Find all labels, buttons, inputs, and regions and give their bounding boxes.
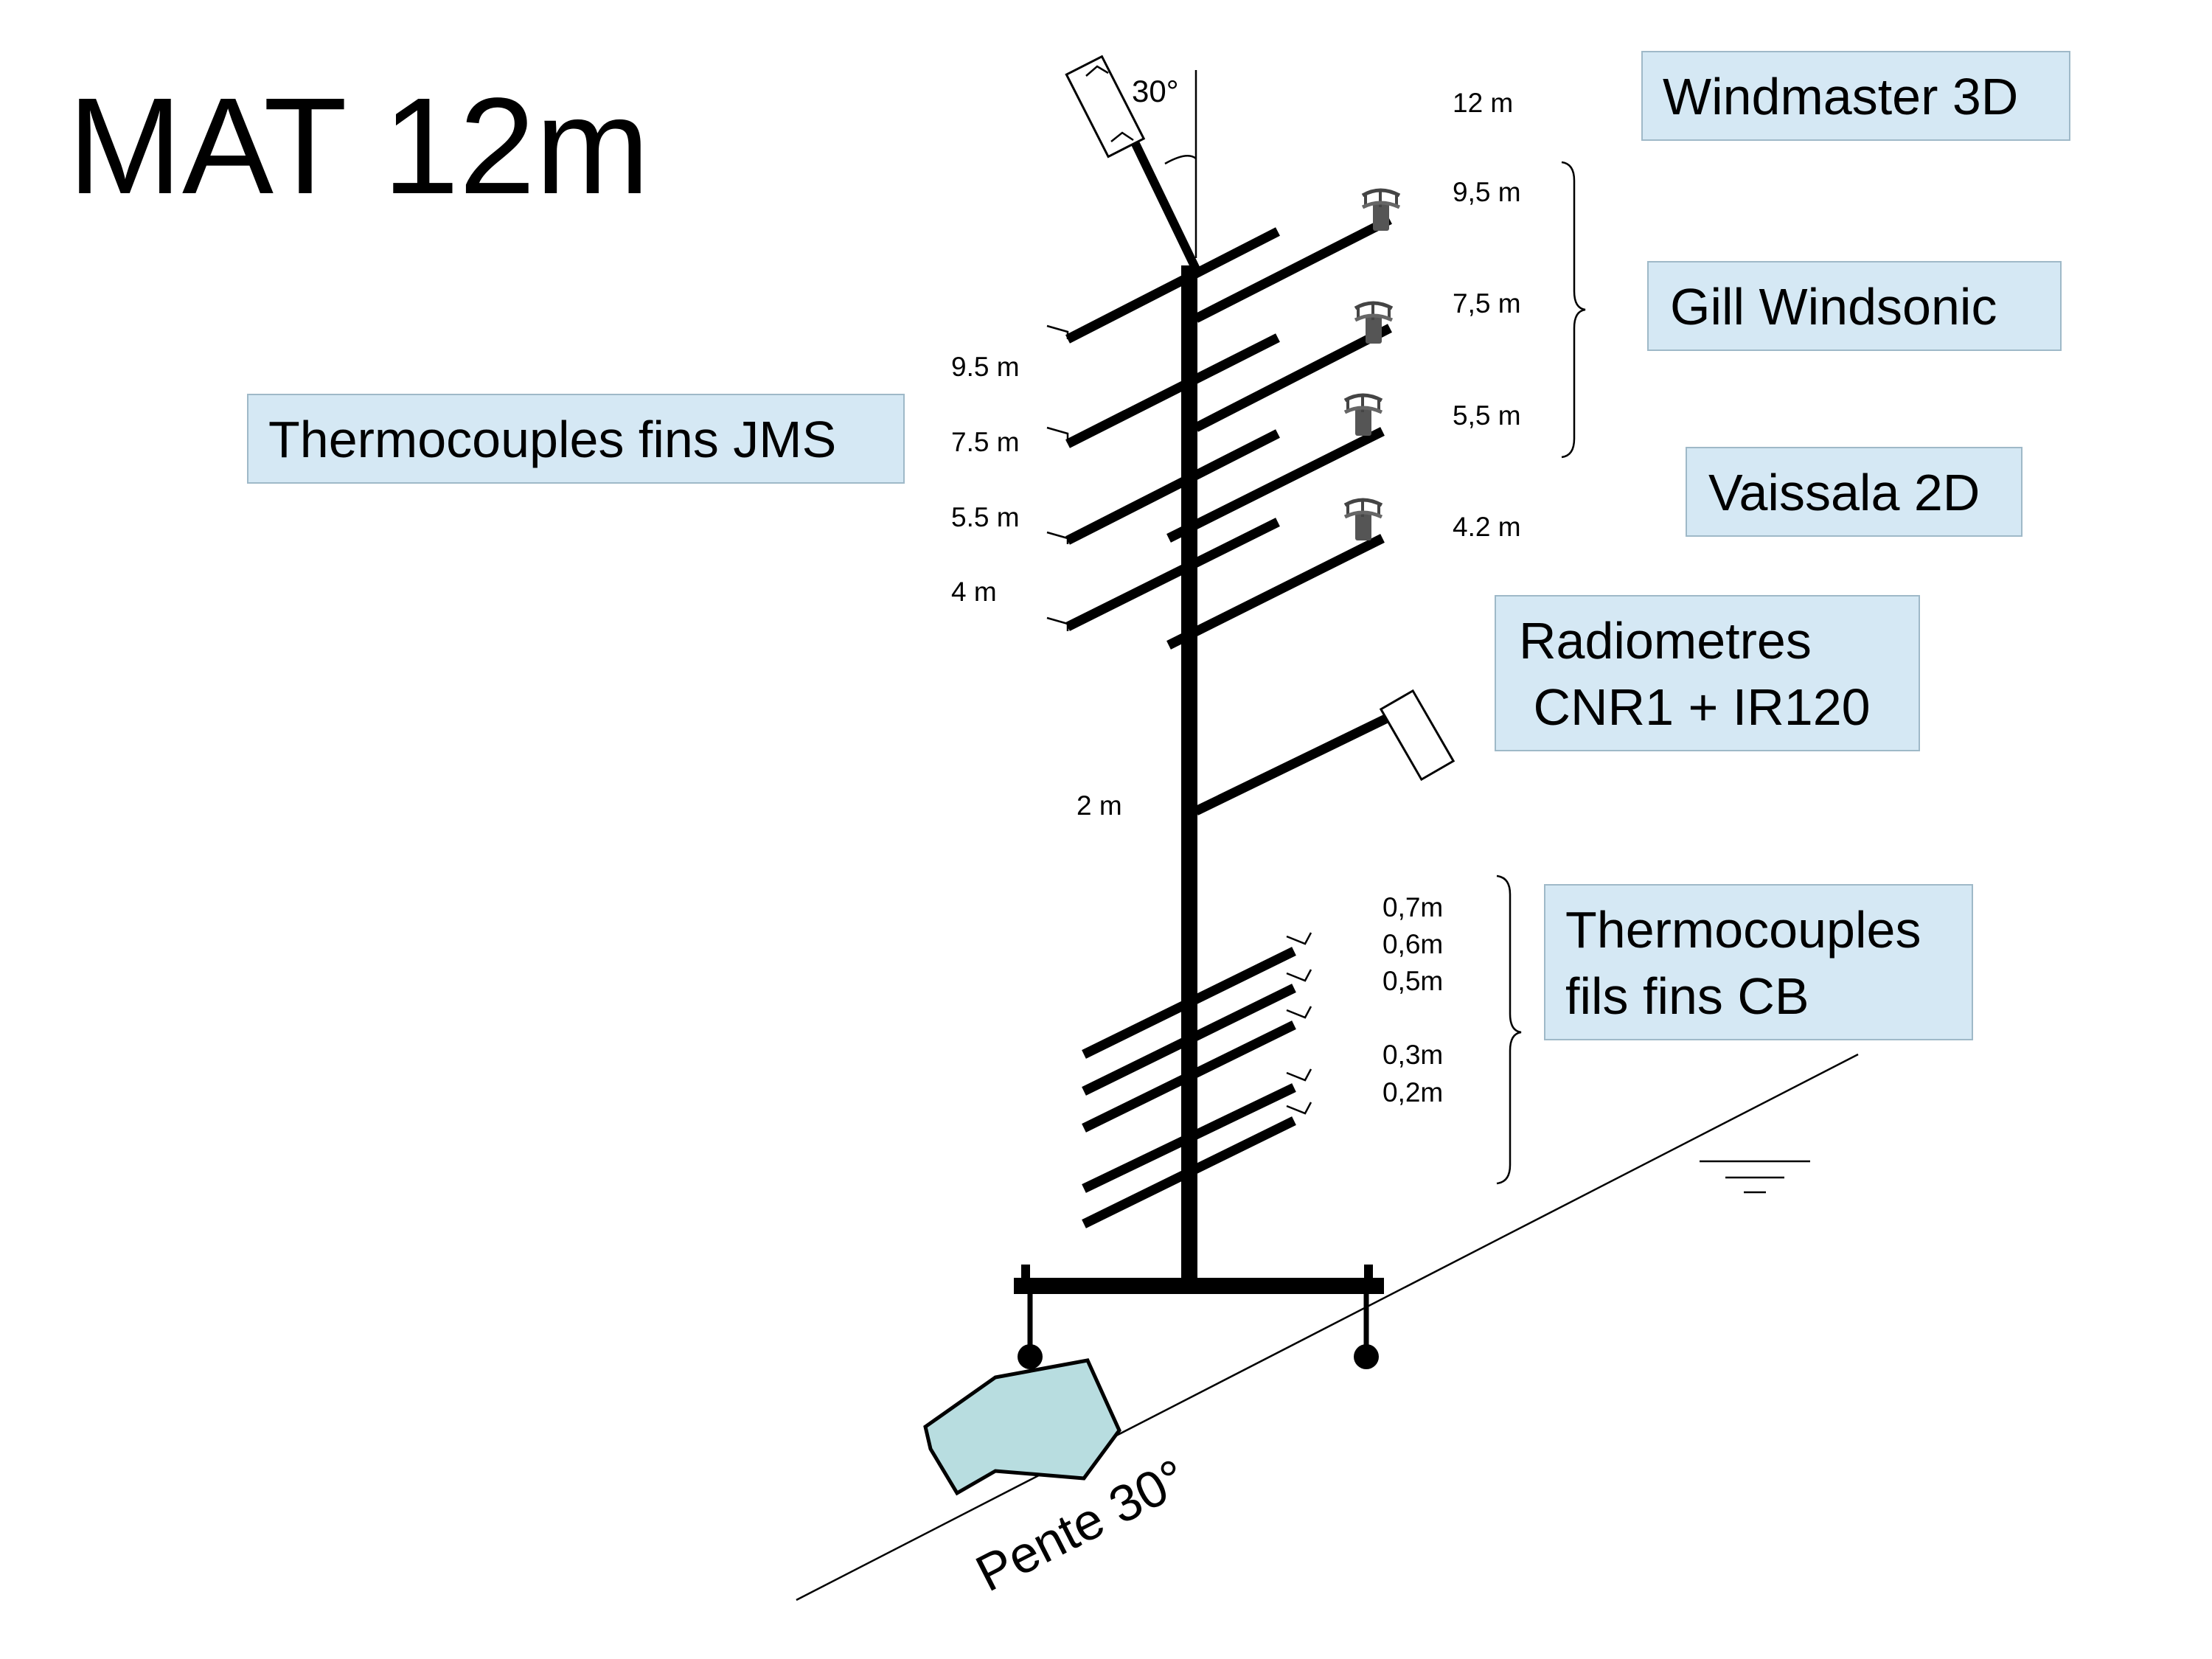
mast-angle-label: 30° [1132,74,1179,108]
angle-arc [1164,155,1197,165]
thermo-cb-label-line2: fils fins CB [1565,967,1809,1025]
vaissala-label: Vaissala 2D [1708,464,1980,521]
left-arm-7-5 [1046,333,1280,448]
right-height-label: 5,5 m [1453,400,1521,431]
radiometres-label-line1: Radiometres [1519,612,1812,669]
low-height-label: 0,3m [1382,1040,1443,1070]
left-arm-5-5 [1046,429,1280,545]
left-arm-4 [1046,518,1280,631]
radiometer-arm [1194,689,1455,815]
mast-pole [1181,265,1197,1279]
right-height-label: 4.2 m [1453,512,1521,542]
anemometer-icon [1354,301,1394,344]
vaissala-box: Vaissala 2D [1686,447,2023,537]
left-arm-9-5 [1046,227,1280,344]
right-height-label: 12 m [1453,88,1513,118]
right-arm-9-5 [1194,188,1401,323]
anemometer-icon [1343,498,1383,540]
left-height-label: 4 m [951,577,997,607]
gill-label: Gill Windsonic [1670,278,1997,335]
radiometres-box: Radiometres CNR1 + IR120 [1495,595,1920,751]
low-height-label: 0,6m [1382,929,1443,959]
anemometer-icon [1361,188,1401,231]
low-height-label: 0,7m [1382,892,1443,922]
right-arm-4-2 [1166,498,1385,650]
ground-symbol [1700,1160,1810,1194]
right-height-label: 7,5 m [1453,288,1521,319]
anemometer-icon [1343,393,1383,436]
radiometer-height-label: 2 m [1077,790,1122,821]
windmaster-sensor [1065,55,1200,271]
rock [923,1358,1121,1496]
gill-box: Gill Windsonic [1647,261,2062,351]
diagram-title: MAT 12m [68,70,650,223]
low-height-label: 0,2m [1382,1077,1443,1107]
radiometres-label-line2: CNR1 + IR120 [1519,678,1871,736]
thermo-cb-label-line1: Thermocouples [1565,901,1921,959]
thermo-cb-box: Thermocouples fils fins CB [1544,884,1973,1040]
left-height-label: 9.5 m [951,352,1020,382]
low-height-label: 0,5m [1382,966,1443,996]
right-arm-7-5 [1194,301,1394,432]
low-arms [1082,932,1312,1228]
mast-base [1014,1265,1384,1369]
slope-line [796,1053,1859,1601]
right-arm-5-5 [1166,393,1385,543]
thermo-cb-brace [1496,874,1522,1185]
right-height-label: 9,5 m [1453,177,1521,207]
windmaster-label: Windmaster 3D [1663,68,2018,125]
left-height-label: 7.5 m [951,427,1020,457]
radiometer-icon [1379,689,1455,782]
gill-brace [1561,161,1586,459]
windmaster-box: Windmaster 3D [1641,51,2070,141]
thermo-jms-label: Thermocouples fins JMS [268,411,836,468]
left-height-label: 5.5 m [951,502,1020,532]
thermo-jms-box: Thermocouples fins JMS [247,394,905,484]
